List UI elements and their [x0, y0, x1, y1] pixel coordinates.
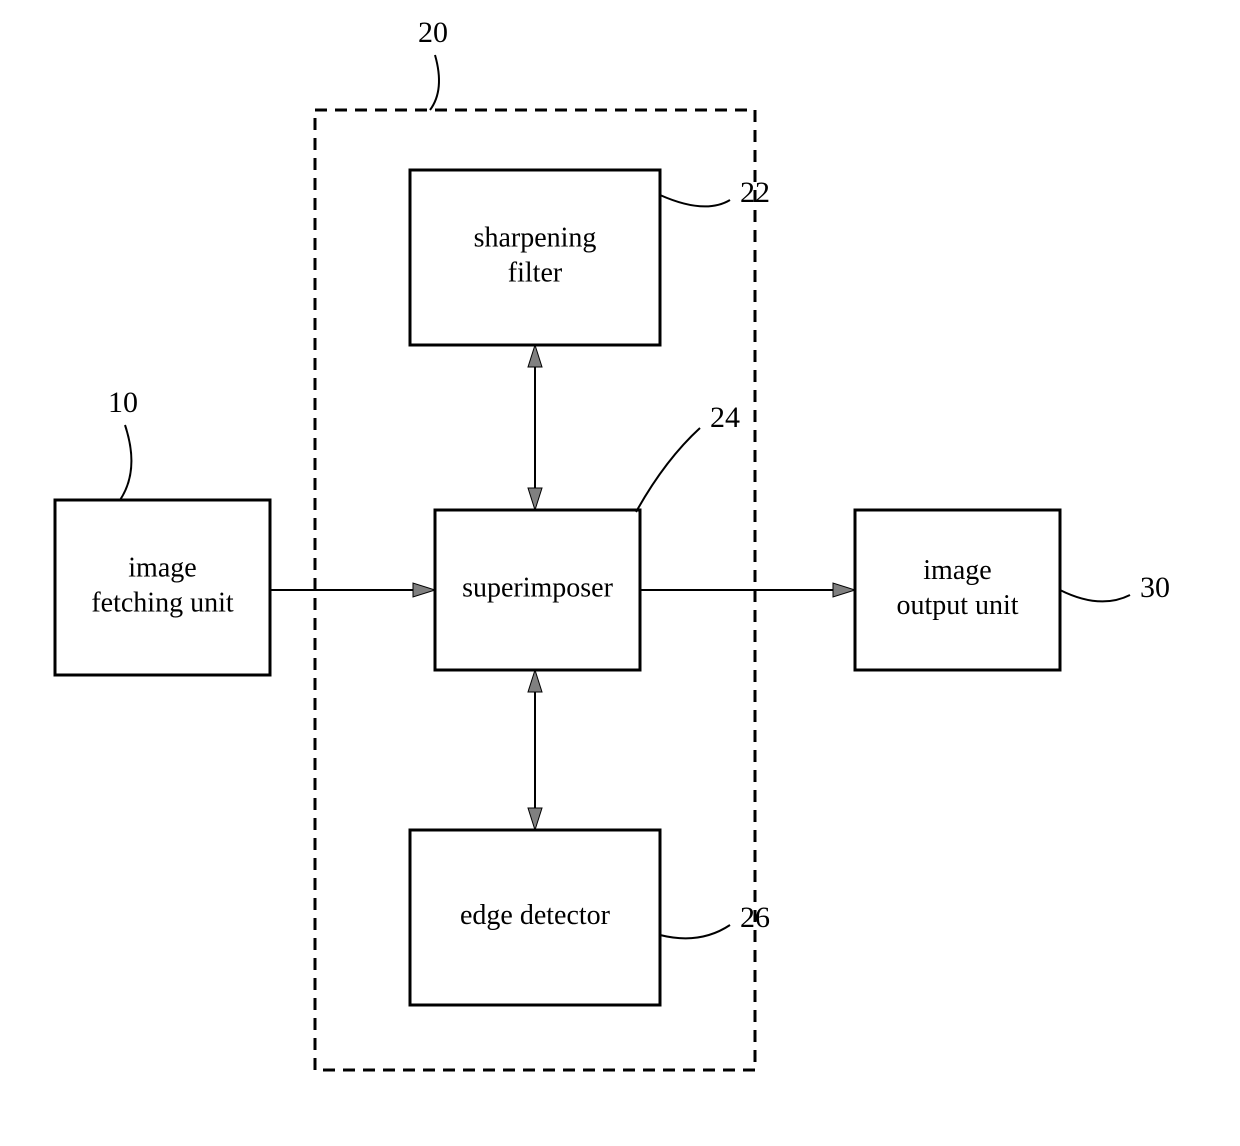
ref-10: 10: [108, 386, 138, 419]
ref-22: 22: [740, 176, 770, 209]
ref-20: 20: [418, 16, 448, 49]
box-label-output: output unit: [896, 590, 1018, 621]
ref-24: 24: [710, 401, 740, 434]
ref-30: 30: [1140, 571, 1170, 604]
box-label-sharpen: sharpening: [474, 222, 597, 253]
box-label-sharpen: filter: [508, 257, 563, 288]
box-label-fetch: fetching unit: [91, 587, 234, 618]
box-label-output: image: [923, 555, 991, 586]
box-label-fetch: image: [128, 552, 196, 583]
ref-26: 26: [740, 901, 770, 934]
box-label-edge: edge detector: [460, 900, 611, 931]
box-label-super: superimposer: [462, 572, 614, 603]
